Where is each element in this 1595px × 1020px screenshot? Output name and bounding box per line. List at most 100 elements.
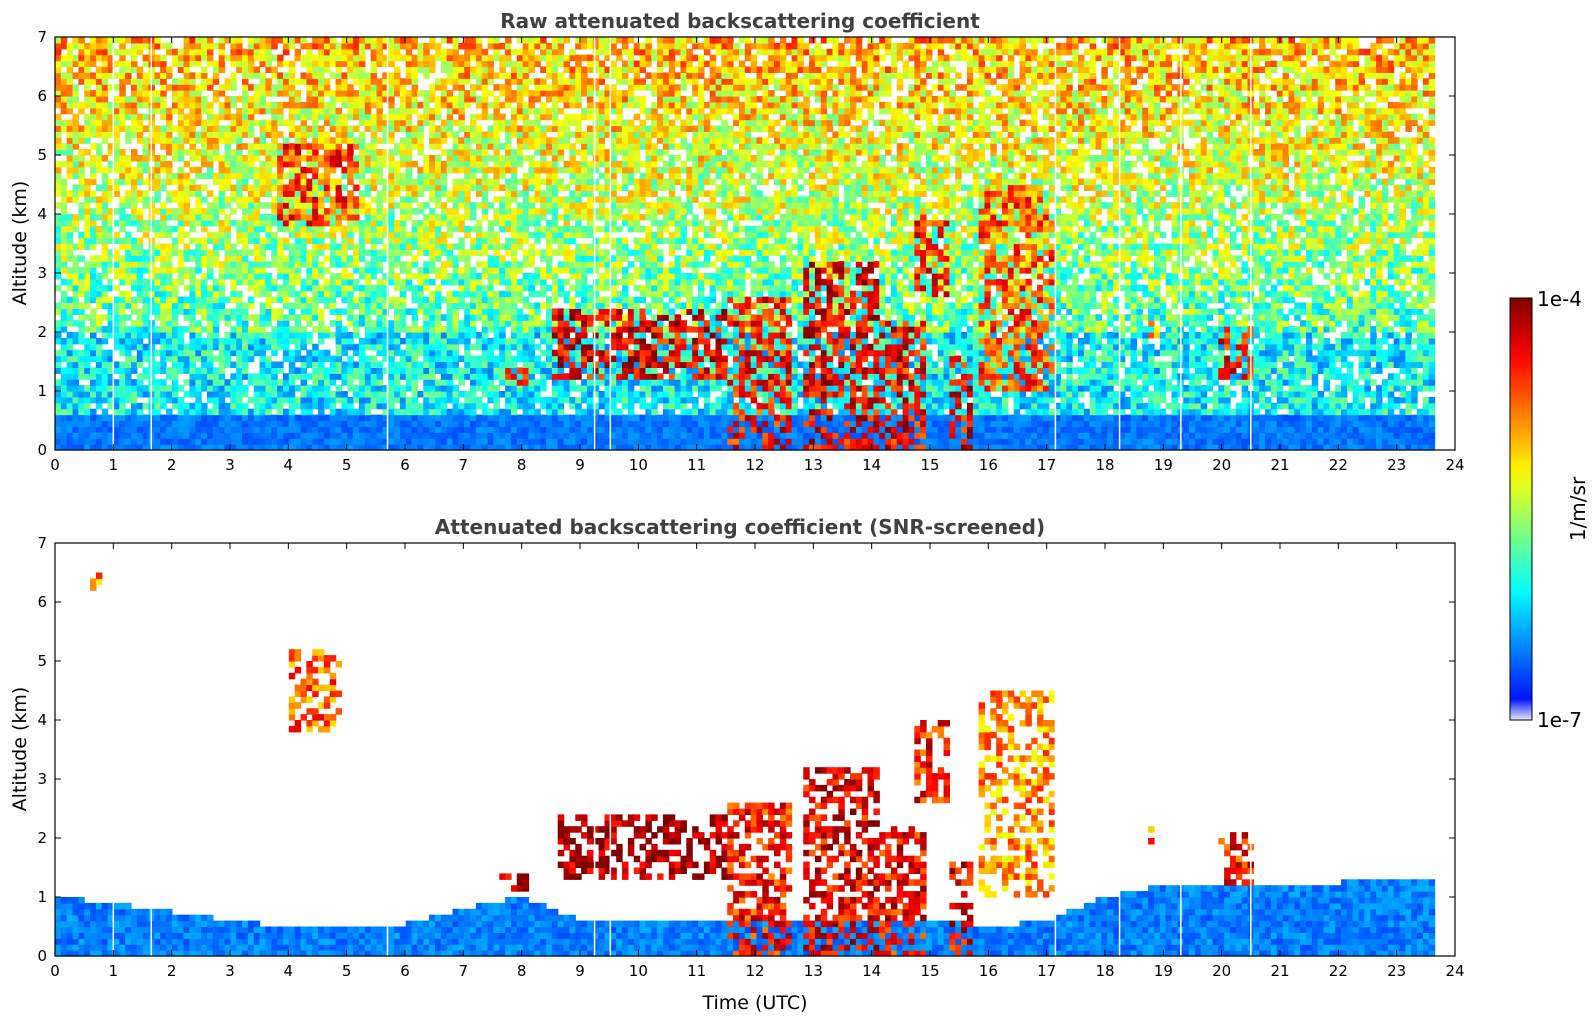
heatmap-cell — [107, 184, 115, 191]
heatmap-cell — [394, 367, 401, 374]
heatmap-cell — [107, 385, 115, 392]
heatmap-cell — [236, 444, 243, 451]
heatmap-cell — [534, 361, 541, 368]
heatmap-cell — [78, 202, 85, 209]
heatmap-cell — [142, 308, 150, 315]
heatmap-cell — [113, 160, 120, 168]
heatmap-cell — [522, 355, 530, 363]
heatmap-cell — [282, 302, 290, 309]
heatmap-cell — [60, 337, 68, 345]
heatmap-cell — [113, 231, 120, 239]
heatmap-cell — [242, 438, 249, 445]
heatmap-cell — [370, 172, 378, 180]
heatmap-cell — [113, 273, 120, 280]
heatmap-cell — [271, 84, 278, 91]
heatmap-cell — [323, 326, 331, 333]
heatmap-cell — [528, 391, 535, 398]
heatmap-cell — [323, 420, 331, 427]
heatmap-cell — [90, 37, 97, 44]
heatmap-cell — [294, 355, 302, 363]
heatmap-cell — [382, 131, 389, 138]
heatmap-cell — [423, 302, 430, 309]
heatmap-cell — [201, 160, 208, 168]
heatmap-cell — [113, 432, 120, 439]
heatmap-cell — [394, 84, 401, 91]
heatmap-cell — [288, 249, 296, 256]
heatmap-cell — [505, 444, 512, 451]
heatmap-cell — [417, 137, 424, 144]
heatmap-cell — [277, 337, 284, 345]
heatmap-cell — [528, 396, 535, 404]
heatmap-cell — [353, 143, 360, 150]
heatmap-cell — [551, 391, 559, 398]
heatmap-cell — [247, 196, 255, 203]
heatmap-cell — [166, 196, 173, 203]
heatmap-cell — [265, 125, 272, 132]
heatmap-cell — [434, 337, 442, 345]
heatmap-cell — [382, 160, 389, 168]
heatmap-cell — [499, 72, 506, 79]
heatmap-cell — [136, 48, 144, 56]
heatmap-cell — [136, 361, 144, 368]
heatmap-cell — [253, 426, 261, 433]
heatmap-cell — [265, 320, 272, 327]
heatmap-cell — [277, 60, 284, 68]
heatmap-cell — [218, 190, 226, 197]
heatmap-cell — [312, 119, 319, 127]
heatmap-cell — [399, 84, 407, 91]
heatmap-cell — [440, 355, 448, 363]
heatmap-cell — [505, 214, 512, 221]
heatmap-cell — [510, 131, 518, 138]
heatmap-cell — [487, 255, 495, 262]
heatmap-cell — [119, 414, 126, 422]
heatmap-cell — [271, 379, 278, 386]
heatmap-cell — [125, 113, 132, 121]
heatmap-cell — [388, 249, 395, 256]
heatmap-cell — [505, 402, 512, 410]
heatmap-cell — [323, 196, 331, 203]
heatmap-cell — [458, 302, 465, 309]
heatmap-cell — [499, 302, 506, 309]
heatmap-cell — [230, 84, 237, 91]
heatmap-cell — [329, 243, 337, 250]
heatmap-cell — [212, 444, 220, 451]
heatmap-cell — [388, 326, 395, 333]
heatmap-cell — [230, 284, 237, 292]
heatmap-cell — [522, 373, 530, 380]
heatmap-cell — [72, 137, 79, 144]
heatmap-cell — [323, 84, 331, 91]
heatmap-cell — [464, 426, 471, 433]
heatmap-cell — [72, 243, 79, 250]
heatmap-cell — [183, 96, 191, 103]
heatmap-cell — [201, 96, 208, 103]
heatmap-cell — [183, 426, 191, 433]
heatmap-cell — [335, 373, 343, 380]
heatmap-cell — [364, 302, 372, 309]
heatmap-cell — [399, 208, 407, 215]
heatmap-cell — [271, 101, 278, 109]
heatmap-cell — [107, 166, 115, 174]
heatmap-cell — [84, 278, 91, 286]
heatmap-cell — [206, 343, 214, 351]
heatmap-cell — [505, 72, 512, 79]
heatmap-cell — [201, 243, 208, 250]
heatmap-cell — [516, 90, 524, 97]
heatmap-cell — [446, 314, 454, 321]
heatmap-cell — [388, 155, 395, 162]
heatmap-cell — [458, 96, 465, 103]
heatmap-cell — [300, 278, 307, 286]
heatmap-cell — [60, 355, 68, 363]
heatmap-cell — [481, 202, 489, 209]
heatmap-cell — [277, 402, 284, 410]
heatmap-cell — [329, 101, 337, 109]
heatmap-cell — [60, 143, 68, 150]
heatmap-cell — [417, 278, 424, 286]
heatmap-cell — [119, 308, 126, 315]
heatmap-cell — [236, 273, 243, 280]
heatmap-cell — [107, 214, 115, 221]
heatmap-cell — [224, 343, 231, 351]
heatmap-cell — [189, 273, 196, 280]
heatmap-cell — [446, 190, 454, 197]
heatmap-cell — [499, 208, 506, 215]
heatmap-cell — [399, 408, 407, 416]
